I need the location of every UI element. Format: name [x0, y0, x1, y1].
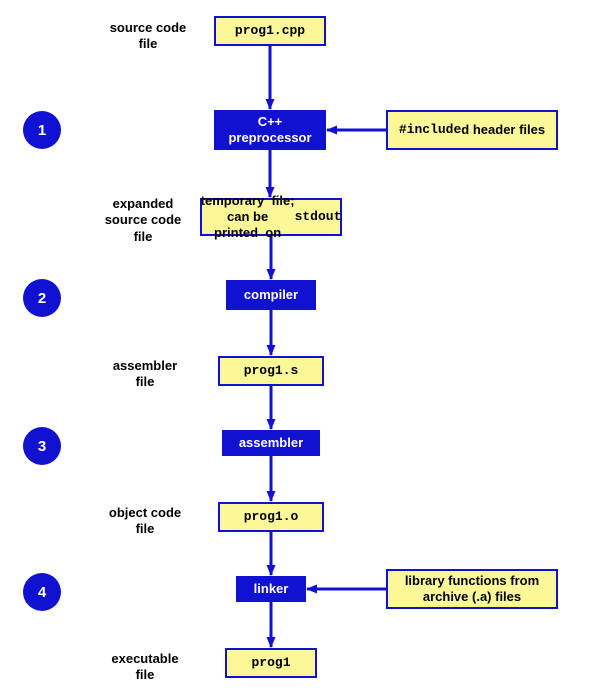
side-label-3: object code file	[95, 505, 195, 538]
side-label-0: source code file	[98, 20, 198, 53]
node-libs: library functions from archive (.a) file…	[386, 569, 558, 609]
node-objfile: prog1.o	[218, 502, 324, 532]
step-circle-4: 4	[23, 573, 61, 611]
side-label-2: assembler file	[100, 358, 190, 391]
node-expanded: temporary file; can be printed on stdout	[200, 198, 342, 236]
node-compiler: compiler	[226, 280, 316, 310]
side-label-1: expanded source code file	[88, 196, 198, 245]
node-src: prog1.cpp	[214, 16, 326, 46]
node-linker: linker	[236, 576, 306, 602]
step-circle-2: 2	[23, 279, 61, 317]
step-circle-3: 3	[23, 427, 61, 465]
node-assembler: assembler	[222, 430, 320, 456]
node-exe: prog1	[225, 648, 317, 678]
side-label-4: executable file	[100, 651, 190, 684]
step-circle-1: 1	[23, 111, 61, 149]
node-preproc: C++ preprocessor	[214, 110, 326, 150]
node-headers: #included header files	[386, 110, 558, 150]
node-asmfile: prog1.s	[218, 356, 324, 386]
